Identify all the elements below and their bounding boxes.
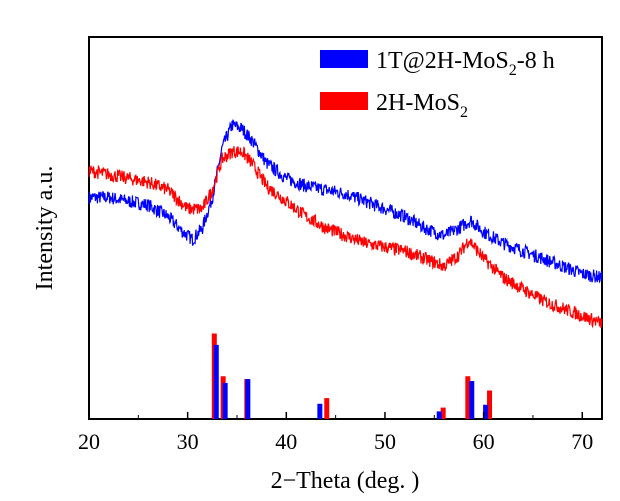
reference-bar-blue-1 (222, 382, 228, 419)
legend: 1T@2H-MoS2-8 h 2H-MoS2 (320, 48, 555, 121)
legend-swatch-2H-MoS2 (320, 92, 368, 110)
x-tick-label-20: 20 (78, 429, 100, 454)
series-line-2H-MoS2 (88, 146, 603, 329)
reference-bar-red-6 (487, 390, 493, 419)
x-tick-label-50: 50 (374, 429, 396, 454)
x-axis-label: 2−Theta (deg. ) (271, 468, 420, 494)
reference-bar-blue-4 (436, 411, 442, 419)
x-ticks-layer: 20 30 40 50 60 70 (78, 412, 593, 454)
x-tick-label-40: 40 (275, 429, 297, 454)
x-tick-label-30: 30 (177, 429, 199, 454)
legend-label-2H-MoS2: 2H-MoS2 (376, 90, 468, 121)
series-layer (88, 119, 603, 329)
reference-bar-blue-6 (483, 404, 489, 419)
x-tick-label-60: 60 (473, 429, 495, 454)
legend-label-1T-2H-MoS2-8h: 1T@2H-MoS2-8 h (376, 48, 555, 79)
reference-bar-blue-3 (317, 403, 323, 419)
legend-swatch-1T-2H-MoS2-8h (320, 50, 368, 68)
reference-bar-blue-0 (213, 344, 219, 419)
reference-bar-blue-2 (245, 379, 251, 419)
plot-frame (88, 36, 603, 420)
reference-bar-red-5 (465, 376, 471, 419)
reference-bar-red-4 (440, 407, 446, 419)
series-line-1T-2H-MoS2-8h (88, 119, 603, 284)
x-tick-label-70: 70 (571, 429, 593, 454)
reference-bar-red-3 (324, 398, 330, 419)
y-axis-label: Intensity a.u. (32, 166, 58, 291)
reference-bar-blue-5 (469, 381, 475, 419)
reference-bars-layer (211, 333, 493, 419)
